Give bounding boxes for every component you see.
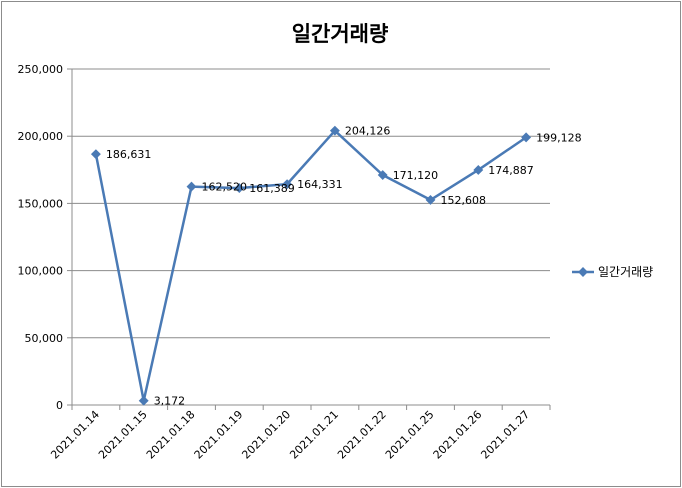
- y-tick-label: 200,000: [18, 130, 64, 143]
- data-label: 174,887: [488, 164, 534, 177]
- x-tick-label: 2021.01.27: [478, 408, 532, 462]
- x-tick-label: 2021.01.26: [431, 408, 485, 462]
- x-tick-label: 2021.01.19: [192, 408, 246, 462]
- data-point: [521, 132, 532, 143]
- x-axis-ticks: 2021.01.142021.01.152021.01.182021.01.19…: [48, 405, 551, 462]
- x-tick-label: 2021.01.22: [335, 408, 389, 462]
- x-tick-label: 2021.01.21: [287, 408, 341, 462]
- legend-marker-swatch: [578, 267, 588, 277]
- legend-label: 일간거래량: [598, 265, 653, 279]
- data-point: [377, 170, 388, 180]
- data-label: 161,389: [249, 182, 294, 195]
- series-points: [90, 125, 532, 406]
- x-tick-label: 2021.01.25: [383, 408, 437, 462]
- data-point: [234, 183, 245, 194]
- data-label: 186,631: [106, 148, 151, 161]
- data-point: [138, 395, 149, 406]
- data-point: [473, 165, 484, 175]
- x-tick-label: 2021.01.20: [239, 408, 293, 462]
- data-label: 171,120: [393, 169, 439, 182]
- y-axis-ticks: 0 50,000 100,000 150,000 200,000 250,000: [18, 63, 72, 412]
- y-tick-label: 50,000: [25, 332, 64, 345]
- data-label: 152,608: [441, 194, 487, 207]
- y-tick-label: 0: [56, 399, 63, 412]
- y-tick-label: 150,000: [18, 197, 64, 210]
- data-label: 3,172: [154, 395, 186, 408]
- data-point: [186, 181, 197, 192]
- data-label: 162,520: [202, 181, 248, 194]
- data-label: 199,128: [536, 131, 582, 144]
- series-line: [94, 129, 527, 402]
- x-tick-label: 2021.01.18: [144, 408, 198, 462]
- series-polyline: [94, 129, 527, 402]
- data-label: 204,126: [345, 125, 391, 138]
- data-labels: 186,631 3,172 162,520 161,389 164,331 204,126…: [106, 125, 582, 408]
- axes: [71, 69, 550, 406]
- data-point: [90, 149, 101, 160]
- x-tick-label: 2021.01.15: [96, 408, 150, 462]
- y-tick-label: 250,000: [18, 63, 64, 76]
- y-tick-label: 100,000: [18, 265, 64, 278]
- data-point: [282, 179, 293, 190]
- gridlines: [72, 68, 550, 339]
- chart-title: 일간거래량: [292, 22, 389, 46]
- data-label: 164,331: [297, 178, 343, 191]
- x-tick-label: 2021.01.14: [48, 408, 102, 462]
- data-point: [425, 194, 436, 205]
- legend: 일간거래량: [572, 265, 653, 279]
